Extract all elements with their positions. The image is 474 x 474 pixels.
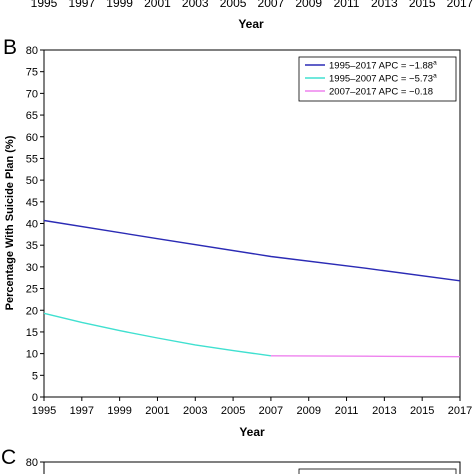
plot-area-frame	[43, 49, 461, 398]
y-tick-label: 10	[26, 349, 38, 361]
x-tick-label: 1999	[107, 405, 131, 417]
x-tick-label: 2009	[296, 405, 320, 417]
x-tick-label: 2007	[259, 405, 283, 417]
series-lines	[43, 219, 461, 358]
panel-c-legend-box	[298, 468, 457, 474]
legend-entry-label: 1995–2017 APC = −1.88	[329, 61, 433, 72]
y-tick-label: 0	[32, 392, 38, 404]
legend-entry-superscript: a	[433, 60, 437, 67]
legend-box	[298, 56, 457, 102]
y-tick-label: 15	[26, 327, 38, 339]
top-panel-tick-label: 2013	[371, 0, 398, 10]
top-panel-tick-label: 2009	[295, 0, 323, 10]
legend-entry-1: 1995–2017 APC = −1.88a	[329, 60, 437, 72]
y-tick-label: 50	[26, 175, 38, 187]
x-axis-title: Year	[239, 425, 265, 439]
y-tick-label: 70	[26, 88, 38, 100]
y-tick-label: 55	[26, 153, 38, 165]
y-tick-label: 25	[26, 284, 38, 296]
x-tick-label: 2017	[448, 405, 472, 417]
panel-b-letter: B	[3, 36, 18, 59]
panel-c-chart-fragment: 80	[26, 457, 461, 474]
top-panel-tick-label: 2005	[219, 0, 247, 10]
x-axis: 1995 1997 1999 2001 2003 2005 2007 2009 2011 2013…	[32, 397, 472, 417]
y-tick-label: 75	[26, 67, 38, 79]
y-tick-label: 5	[32, 370, 38, 382]
top-panel-tick-label: 2015	[408, 0, 436, 10]
y-tick-label: 80	[26, 45, 38, 57]
panel-c-letter: C	[1, 446, 17, 469]
x-tick-label: 1995	[32, 405, 56, 417]
y-tick-label: 45	[26, 197, 38, 209]
y-tick-label: 60	[26, 132, 38, 144]
x-tick-label: 2011	[335, 405, 359, 417]
top-panel-x-axis-title: Year	[238, 17, 264, 31]
top-panel-tick-label: 2011	[333, 0, 360, 10]
legend-entry-3: 2007–2017 APC = −0.18	[329, 87, 433, 98]
x-tick-label: 2015	[410, 405, 434, 417]
x-tick-label: 2003	[183, 405, 207, 417]
panel-c-plot-frame	[43, 461, 461, 474]
top-panel-tick-label: 2001	[144, 0, 171, 10]
panel-c-y-tick-label: 80	[26, 457, 38, 469]
top-panel-strip: 1995 1997 1999 2001 2003 2005 2007 2009 2011 2013…	[0, 0, 474, 40]
y-tick-label: 40	[26, 219, 38, 231]
y-tick-label: 65	[26, 110, 38, 122]
top-panel-tick-label: 1999	[106, 0, 133, 10]
x-tick-label: 2013	[372, 405, 396, 417]
top-panel-tick-label: 2007	[257, 0, 285, 10]
series-line-2	[43, 312, 271, 357]
y-axis: 0 5 10 15 20 25 30 35 40 45 50 55 60 65 70 75 80	[26, 45, 44, 404]
y-tick-label: 30	[26, 262, 38, 274]
legend-entry-label: 1995–2007 APC = −5.73	[329, 74, 433, 85]
top-panel-tick-label: 2017	[446, 0, 474, 10]
top-panel-tick-label: 2003	[181, 0, 209, 10]
legend-entry-superscript: a	[433, 73, 437, 80]
y-tick-label: 20	[26, 305, 38, 317]
x-tick-label: 1997	[70, 405, 94, 417]
legend-entry-label: 2007–2017 APC = −0.18	[329, 87, 433, 98]
legend-entry-2: 1995–2007 APC = −5.73a	[329, 73, 437, 85]
x-tick-label: 2005	[221, 405, 245, 417]
y-axis-title: Percentage With Suicide Plan (%)	[4, 135, 16, 310]
top-panel-tick-label: 1997	[68, 0, 96, 10]
series-line-1	[43, 219, 461, 282]
x-tick-label: 2001	[145, 405, 169, 417]
series-line-3	[270, 355, 461, 358]
top-panel-tick-label: 1995	[30, 0, 58, 10]
y-tick-label: 35	[26, 240, 38, 252]
